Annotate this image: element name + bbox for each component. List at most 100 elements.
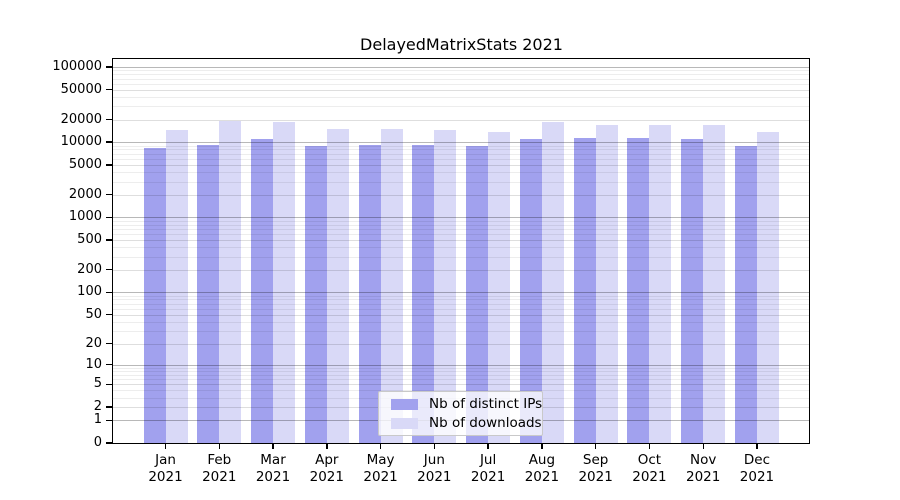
gridline-7000 (113, 153, 810, 155)
y-tick-label-2: 2 (93, 399, 102, 415)
legend-swatch-distinct-ips (391, 398, 418, 410)
gridline-90 (113, 295, 810, 297)
y-tick-label-1: 1 (93, 412, 102, 428)
gridline-40000 (113, 96, 810, 98)
gridline-40 (113, 321, 810, 323)
y-tick-label-5: 5 (93, 376, 102, 392)
gridline-30 (113, 330, 810, 332)
legend: Nb of distinct IPs Nb of downloads (378, 391, 543, 436)
x-tick-label-sep: Sep 2021 (578, 452, 613, 485)
bar-may-downloads (380, 129, 403, 443)
chart-title: DelayedMatrixStats 2021 (360, 35, 563, 54)
gridline-100 (113, 292, 810, 294)
legend-label-downloads: Nb of downloads (429, 415, 542, 431)
y-tick-label-10000: 10000 (60, 134, 102, 150)
bar-oct-distinct-ips (627, 137, 650, 443)
gridline-10000 (113, 142, 810, 144)
gridline-600 (113, 234, 810, 236)
gridline-200 (113, 269, 810, 271)
gridline-9 (113, 367, 810, 369)
gridline-5000 (113, 164, 810, 166)
gridline-400 (113, 247, 810, 249)
y-tick-5 (106, 383, 113, 386)
y-tick-2000 (106, 194, 113, 196)
x-tick-label-jun: Jun 2021 (417, 452, 452, 485)
bar-nov-downloads (703, 125, 726, 443)
gridline-6000 (113, 158, 810, 160)
x-tick-label-mar: Mar 2021 (255, 452, 291, 485)
bar-sep-downloads (595, 125, 618, 443)
gridline-80 (113, 299, 810, 301)
y-tick-label-100000: 100000 (52, 58, 102, 74)
y-tick-label-20000: 20000 (60, 111, 102, 127)
x-tick-apr (326, 443, 328, 449)
y-tick-50000 (106, 88, 113, 91)
y-tick-label-5000: 5000 (68, 156, 102, 172)
x-tick-aug (541, 443, 543, 449)
x-tick-label-oct: Oct 2021 (632, 452, 667, 485)
x-tick-mar (272, 443, 274, 449)
gridline-10 (113, 364, 810, 366)
gridline-700 (113, 229, 810, 230)
y-tick-label-20: 20 (85, 335, 102, 351)
y-tick-0 (106, 442, 113, 444)
bar-may-distinct-ips (358, 145, 381, 443)
gridline-30000 (113, 106, 810, 108)
gridline-9000 (113, 145, 810, 147)
x-tick-label-nov: Nov 2021 (686, 452, 721, 485)
bar-dec-distinct-ips (734, 146, 757, 443)
gridline-6 (113, 379, 810, 381)
y-tick-100 (106, 291, 113, 293)
x-tick-feb (218, 443, 220, 449)
x-tick-label-jul: Jul 2021 (470, 452, 506, 485)
y-tick-2 (106, 406, 113, 408)
x-tick-may (379, 443, 382, 449)
x-tick-dec (756, 443, 758, 449)
bar-jan-distinct-ips (143, 147, 166, 443)
y-tick-10 (106, 363, 113, 366)
y-tick-5000 (106, 164, 113, 166)
x-tick-label-apr: Apr 2021 (309, 452, 344, 485)
y-tick-100000 (106, 66, 113, 68)
bar-nov-distinct-ips (681, 139, 704, 443)
y-tick-label-100: 100 (77, 284, 102, 300)
x-tick-jan (164, 443, 167, 449)
y-tick-200 (106, 269, 113, 271)
gridline-20000 (113, 119, 810, 121)
gridline-300 (113, 256, 810, 258)
gridline-2000 (113, 194, 810, 196)
y-tick-20 (106, 342, 113, 345)
bar-jan-downloads (165, 129, 188, 443)
x-tick-label-dec: Dec 2021 (739, 452, 775, 485)
legend-swatch-downloads (391, 417, 418, 429)
bar-jul-downloads (488, 131, 511, 443)
legend-item-downloads: Nb of downloads (391, 415, 542, 431)
bar-sep-distinct-ips (573, 138, 596, 443)
gridline-4000 (113, 172, 810, 174)
gridline-8000 (113, 149, 810, 151)
plot-border-box (112, 58, 810, 444)
y-tick-1 (106, 419, 113, 422)
y-tick-label-50: 50 (85, 306, 102, 322)
gridline-4 (113, 390, 810, 392)
bar-aug-downloads (541, 122, 564, 443)
gridline-60 (113, 308, 810, 310)
bar-mar-distinct-ips (251, 138, 274, 443)
x-tick-jul (487, 443, 489, 449)
y-tick-1000 (106, 216, 113, 219)
gridline-7 (113, 375, 810, 377)
bar-dec-downloads (756, 131, 779, 443)
gridline-500 (113, 239, 810, 241)
legend-label-distinct-ips: Nb of distinct IPs (429, 396, 543, 412)
bar-feb-downloads (219, 121, 242, 443)
gridline-800 (113, 224, 810, 226)
bar-oct-downloads (649, 125, 672, 443)
y-tick-20000 (106, 118, 113, 121)
x-tick-jun (433, 443, 436, 449)
legend-item-distinct-ips: Nb of distinct IPs (391, 396, 542, 412)
x-tick-label-feb: Feb 2021 (202, 452, 237, 485)
gridline-900 (113, 220, 810, 222)
bar-apr-distinct-ips (304, 146, 327, 443)
